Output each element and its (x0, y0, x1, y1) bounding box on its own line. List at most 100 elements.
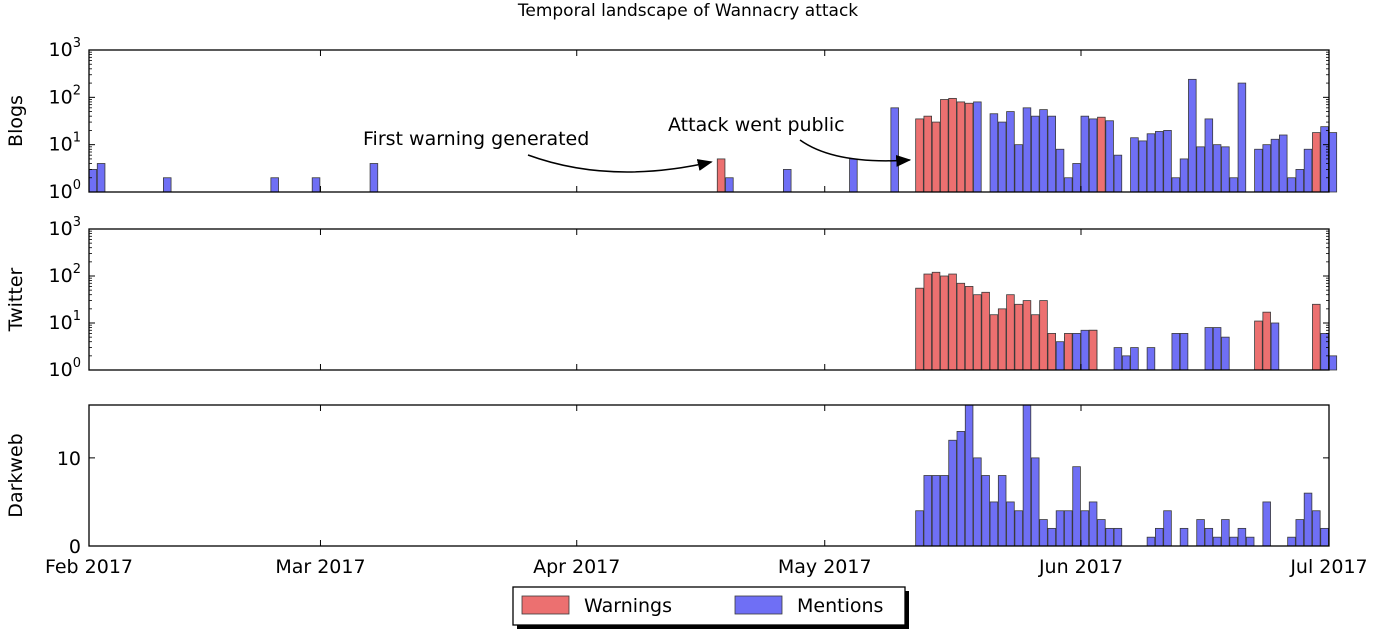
bar-mentions (1188, 78, 1197, 193)
bar-mentions (1163, 510, 1172, 547)
bar-mentions (1047, 527, 1057, 547)
bar-mentions (1287, 177, 1296, 193)
bar-warnings (997, 308, 1007, 371)
bar-mentions (1262, 501, 1271, 547)
bar-mentions (973, 457, 982, 547)
y-tick-label: 102 (49, 83, 81, 108)
y-tick-label: 103 (49, 36, 81, 61)
bar-mentions (1212, 536, 1222, 547)
bar-mentions (1179, 333, 1189, 371)
legend-label-mentions: Mentions (797, 595, 883, 617)
annotation-first-warning: First warning generated (363, 128, 589, 150)
annotation-arrow (799, 139, 912, 167)
bar-mentions (1328, 355, 1338, 371)
panel-twitter: 100 101 102 103 Twitter (5, 215, 1338, 381)
bar-warnings (1014, 303, 1023, 371)
bar-mentions (1130, 137, 1139, 193)
x-tick-label: Jul 2017 (1289, 556, 1367, 578)
bar-mentions (1196, 146, 1205, 193)
bar-mentions (1312, 510, 1321, 547)
bar-mentions (1105, 120, 1114, 193)
bar-mentions (1221, 336, 1230, 371)
bar-mentions (1031, 457, 1040, 547)
bar-mentions (1072, 333, 1081, 371)
bar-mentions (1204, 527, 1214, 547)
bar-warnings (1097, 116, 1106, 193)
bar-mentions (1130, 347, 1139, 371)
bar-mentions (311, 177, 321, 193)
bar-mentions (1072, 466, 1081, 547)
bar-mentions (1155, 527, 1164, 547)
bar-mentions (1039, 519, 1048, 547)
bar-mentions (1279, 134, 1288, 193)
plot-frame (88, 228, 1330, 371)
bar-mentions (1171, 177, 1181, 193)
bar-mentions (1295, 519, 1305, 547)
bar-mentions (369, 163, 379, 193)
bar-mentions (973, 101, 982, 193)
bar-mentions (1254, 148, 1263, 193)
bar-mentions (1080, 510, 1090, 547)
y-tick-label: 101 (49, 131, 81, 156)
bar-mentions (1204, 118, 1214, 193)
bar-mentions (1221, 519, 1230, 547)
y-tick-label: 103 (49, 215, 81, 240)
bar-warnings (931, 121, 941, 193)
y-tick-label: 100 (49, 178, 81, 203)
bar-mentions (1080, 329, 1090, 371)
bar-warnings (940, 275, 949, 371)
bar-mentions (1320, 527, 1329, 547)
bar-warnings (1031, 314, 1040, 371)
plot-frame (88, 404, 1330, 547)
bar-warnings (948, 273, 957, 371)
bar-mentions (1212, 327, 1222, 371)
bar-mentions (964, 404, 974, 547)
chart-annotations: First warning generated Attack went publi… (363, 114, 912, 173)
bar-mentions (997, 475, 1007, 547)
bar-mentions (96, 163, 106, 193)
legend: Warnings Mentions (512, 586, 909, 629)
bar-mentions (1064, 177, 1073, 193)
bar-mentions (1097, 519, 1106, 547)
bar-mentions (1055, 510, 1065, 547)
y-tick-label: 100 (49, 356, 81, 381)
bar-mentions (1146, 133, 1156, 193)
bar-mentions (1237, 82, 1247, 193)
bar-mentions (1031, 115, 1040, 193)
bar-mentions (1121, 355, 1131, 371)
bar-mentions (1270, 322, 1280, 371)
bar-mentions (1179, 158, 1189, 193)
bar-warnings (1006, 294, 1015, 371)
bar-mentions (1328, 132, 1338, 193)
bar-mentions (725, 177, 734, 193)
bar-mentions (162, 177, 172, 193)
bar-mentions (1055, 341, 1065, 371)
bar-mentions (956, 431, 966, 547)
bar-warnings (1312, 303, 1321, 371)
bar-warnings (931, 271, 941, 371)
bar-warnings (973, 294, 982, 371)
bar-warnings (956, 101, 966, 193)
bar-warnings (1022, 300, 1032, 371)
bar-warnings (964, 286, 974, 371)
y-axis-label: Twitter (5, 267, 27, 332)
y-tick-label: 10 (57, 448, 81, 470)
bar-warnings (915, 287, 924, 371)
bar-mentions (1287, 536, 1296, 547)
bar-mentions (1237, 527, 1247, 547)
bar-mentions (948, 439, 957, 547)
bar-warnings (923, 273, 932, 371)
bar-mentions (1163, 130, 1172, 193)
bar-mentions (849, 158, 858, 193)
y-tick-label: 101 (49, 309, 81, 334)
legend-swatch-mentions (734, 595, 783, 615)
bar-mentions (1088, 118, 1098, 193)
bar-mentions (1204, 327, 1214, 371)
bar-mentions (1221, 146, 1230, 193)
bar-mentions (1171, 333, 1181, 371)
bar-warnings (1088, 329, 1098, 371)
bar-mentions (1088, 501, 1098, 547)
bar-mentions (940, 475, 949, 547)
bar-mentions (1072, 163, 1081, 193)
